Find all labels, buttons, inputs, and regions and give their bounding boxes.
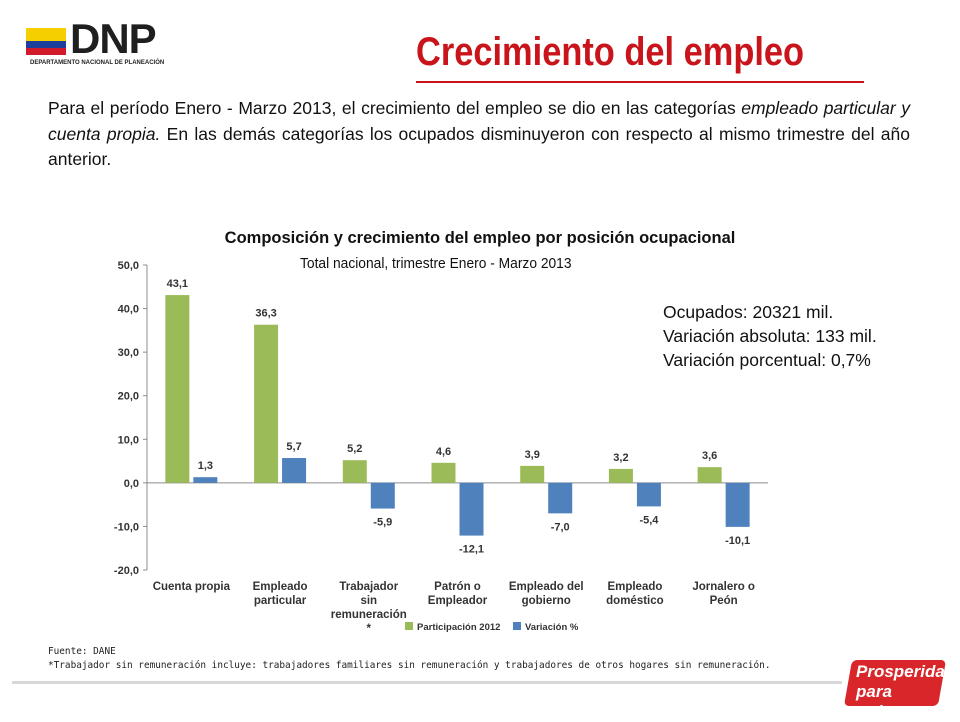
x-category-label: Empleado [253, 581, 308, 593]
y-tick-label: -10,0 [114, 521, 139, 533]
x-category-label: Jornalero o [692, 581, 755, 593]
data-label: -7,0 [551, 521, 570, 533]
x-category-label: Trabajador [339, 581, 398, 593]
legend-swatch [513, 622, 521, 630]
bar-variacion [548, 482, 573, 514]
bar-variacion [370, 482, 395, 509]
intro-paragraph: Para el período Enero - Marzo 2013, el c… [48, 96, 910, 173]
bar-variacion [725, 482, 750, 527]
bar-variacion [636, 482, 661, 507]
flag-red-stripe [26, 48, 66, 55]
data-label: 5,7 [286, 441, 301, 453]
data-label: 4,6 [436, 446, 451, 458]
x-category-label: Empleado del [509, 581, 584, 593]
page-title: Crecimiento del empleo [416, 30, 805, 74]
x-category-label: doméstico [606, 595, 664, 607]
bar-participacion [697, 467, 722, 483]
data-label: 1,3 [198, 460, 213, 472]
title-underline [416, 81, 864, 83]
employment-summary: Ocupados: 20321 mil. Variación absoluta:… [663, 300, 943, 372]
intro-text-1: Para el período Enero - Marzo 2013, el c… [48, 98, 742, 118]
data-label: 3,6 [702, 450, 717, 462]
x-category-label: remuneración [331, 609, 407, 621]
data-label: 36,3 [255, 308, 276, 320]
data-label: 5,2 [347, 443, 362, 455]
bar-variacion [282, 458, 307, 483]
y-tick-label: -20,0 [114, 565, 139, 577]
y-tick-label: 30,0 [118, 347, 139, 359]
bar-participacion [342, 460, 367, 483]
data-label: 3,2 [613, 452, 628, 464]
summary-variacion-porcentual: Variación porcentual: 0,7% [663, 350, 871, 370]
x-category-label: Empleador [428, 595, 488, 607]
x-category-label: sin [360, 595, 377, 607]
x-category-label: particular [254, 595, 307, 607]
x-category-label: Empleado [607, 581, 662, 593]
bar-participacion [431, 462, 456, 483]
dnp-logo: DNP DEPARTAMENTO NACIONAL DE PLANEACIÓN [26, 16, 176, 72]
data-label: -5,9 [373, 517, 392, 529]
footnote-note: *Trabajador sin remuneración incluye: tr… [48, 660, 771, 671]
y-tick-label: 0,0 [124, 478, 139, 490]
x-category-label: Peón [710, 595, 738, 607]
prosperidad-badge-text: Prosperidad para todos [856, 662, 956, 722]
flag-blue-stripe [26, 41, 66, 48]
bar-participacion [165, 295, 190, 483]
data-label: 3,9 [525, 449, 540, 461]
footnote-source: Fuente: DANE [48, 646, 116, 657]
badge-line-2: para todos [856, 682, 903, 721]
x-category-label: * [367, 623, 372, 635]
bar-variacion [459, 482, 484, 536]
x-category-label: Patrón o [434, 581, 481, 593]
bar-participacion [608, 468, 633, 483]
x-category-label: Cuenta propia [153, 581, 231, 593]
footer-divider [12, 681, 842, 684]
bar-participacion [254, 324, 279, 483]
intro-text-italic: empleado particular y cuenta propia. [48, 98, 910, 144]
y-tick-label: 20,0 [118, 391, 139, 403]
data-label: -12,1 [459, 544, 484, 556]
bar-variacion [193, 477, 218, 483]
data-label: 43,1 [167, 278, 188, 290]
summary-ocupados: Ocupados: 20321 mil. [663, 302, 834, 322]
logo-subtitle: DEPARTAMENTO NACIONAL DE PLANEACIÓN [30, 60, 165, 66]
legend-label: Variación % [525, 622, 579, 633]
badge-line-1: Prosperidad [856, 662, 956, 681]
summary-variacion-absoluta: Variación absoluta: 133 mil. [663, 326, 877, 346]
bar-participacion [520, 465, 545, 483]
x-category-label: gobierno [522, 595, 571, 607]
legend-swatch [405, 622, 413, 630]
legend-label: Participación 2012 [417, 622, 500, 633]
intro-text-3: En las demás categorías los ocupados dis… [48, 123, 910, 170]
flag-yellow-stripe [26, 28, 66, 41]
footnote: Fuente: DANE *Trabajador sin remuneració… [48, 645, 848, 673]
data-label: -10,1 [725, 535, 750, 547]
chart-title: Composición y crecimiento del empleo por… [224, 229, 736, 247]
logo-text: DNP [70, 15, 157, 62]
y-tick-label: 50,0 [118, 260, 139, 272]
y-tick-label: 40,0 [118, 304, 139, 316]
data-label: -5,4 [639, 514, 659, 526]
y-tick-label: 10,0 [118, 434, 139, 446]
chart-subtitle: Total nacional, trimestre Enero - Marzo … [300, 255, 572, 272]
